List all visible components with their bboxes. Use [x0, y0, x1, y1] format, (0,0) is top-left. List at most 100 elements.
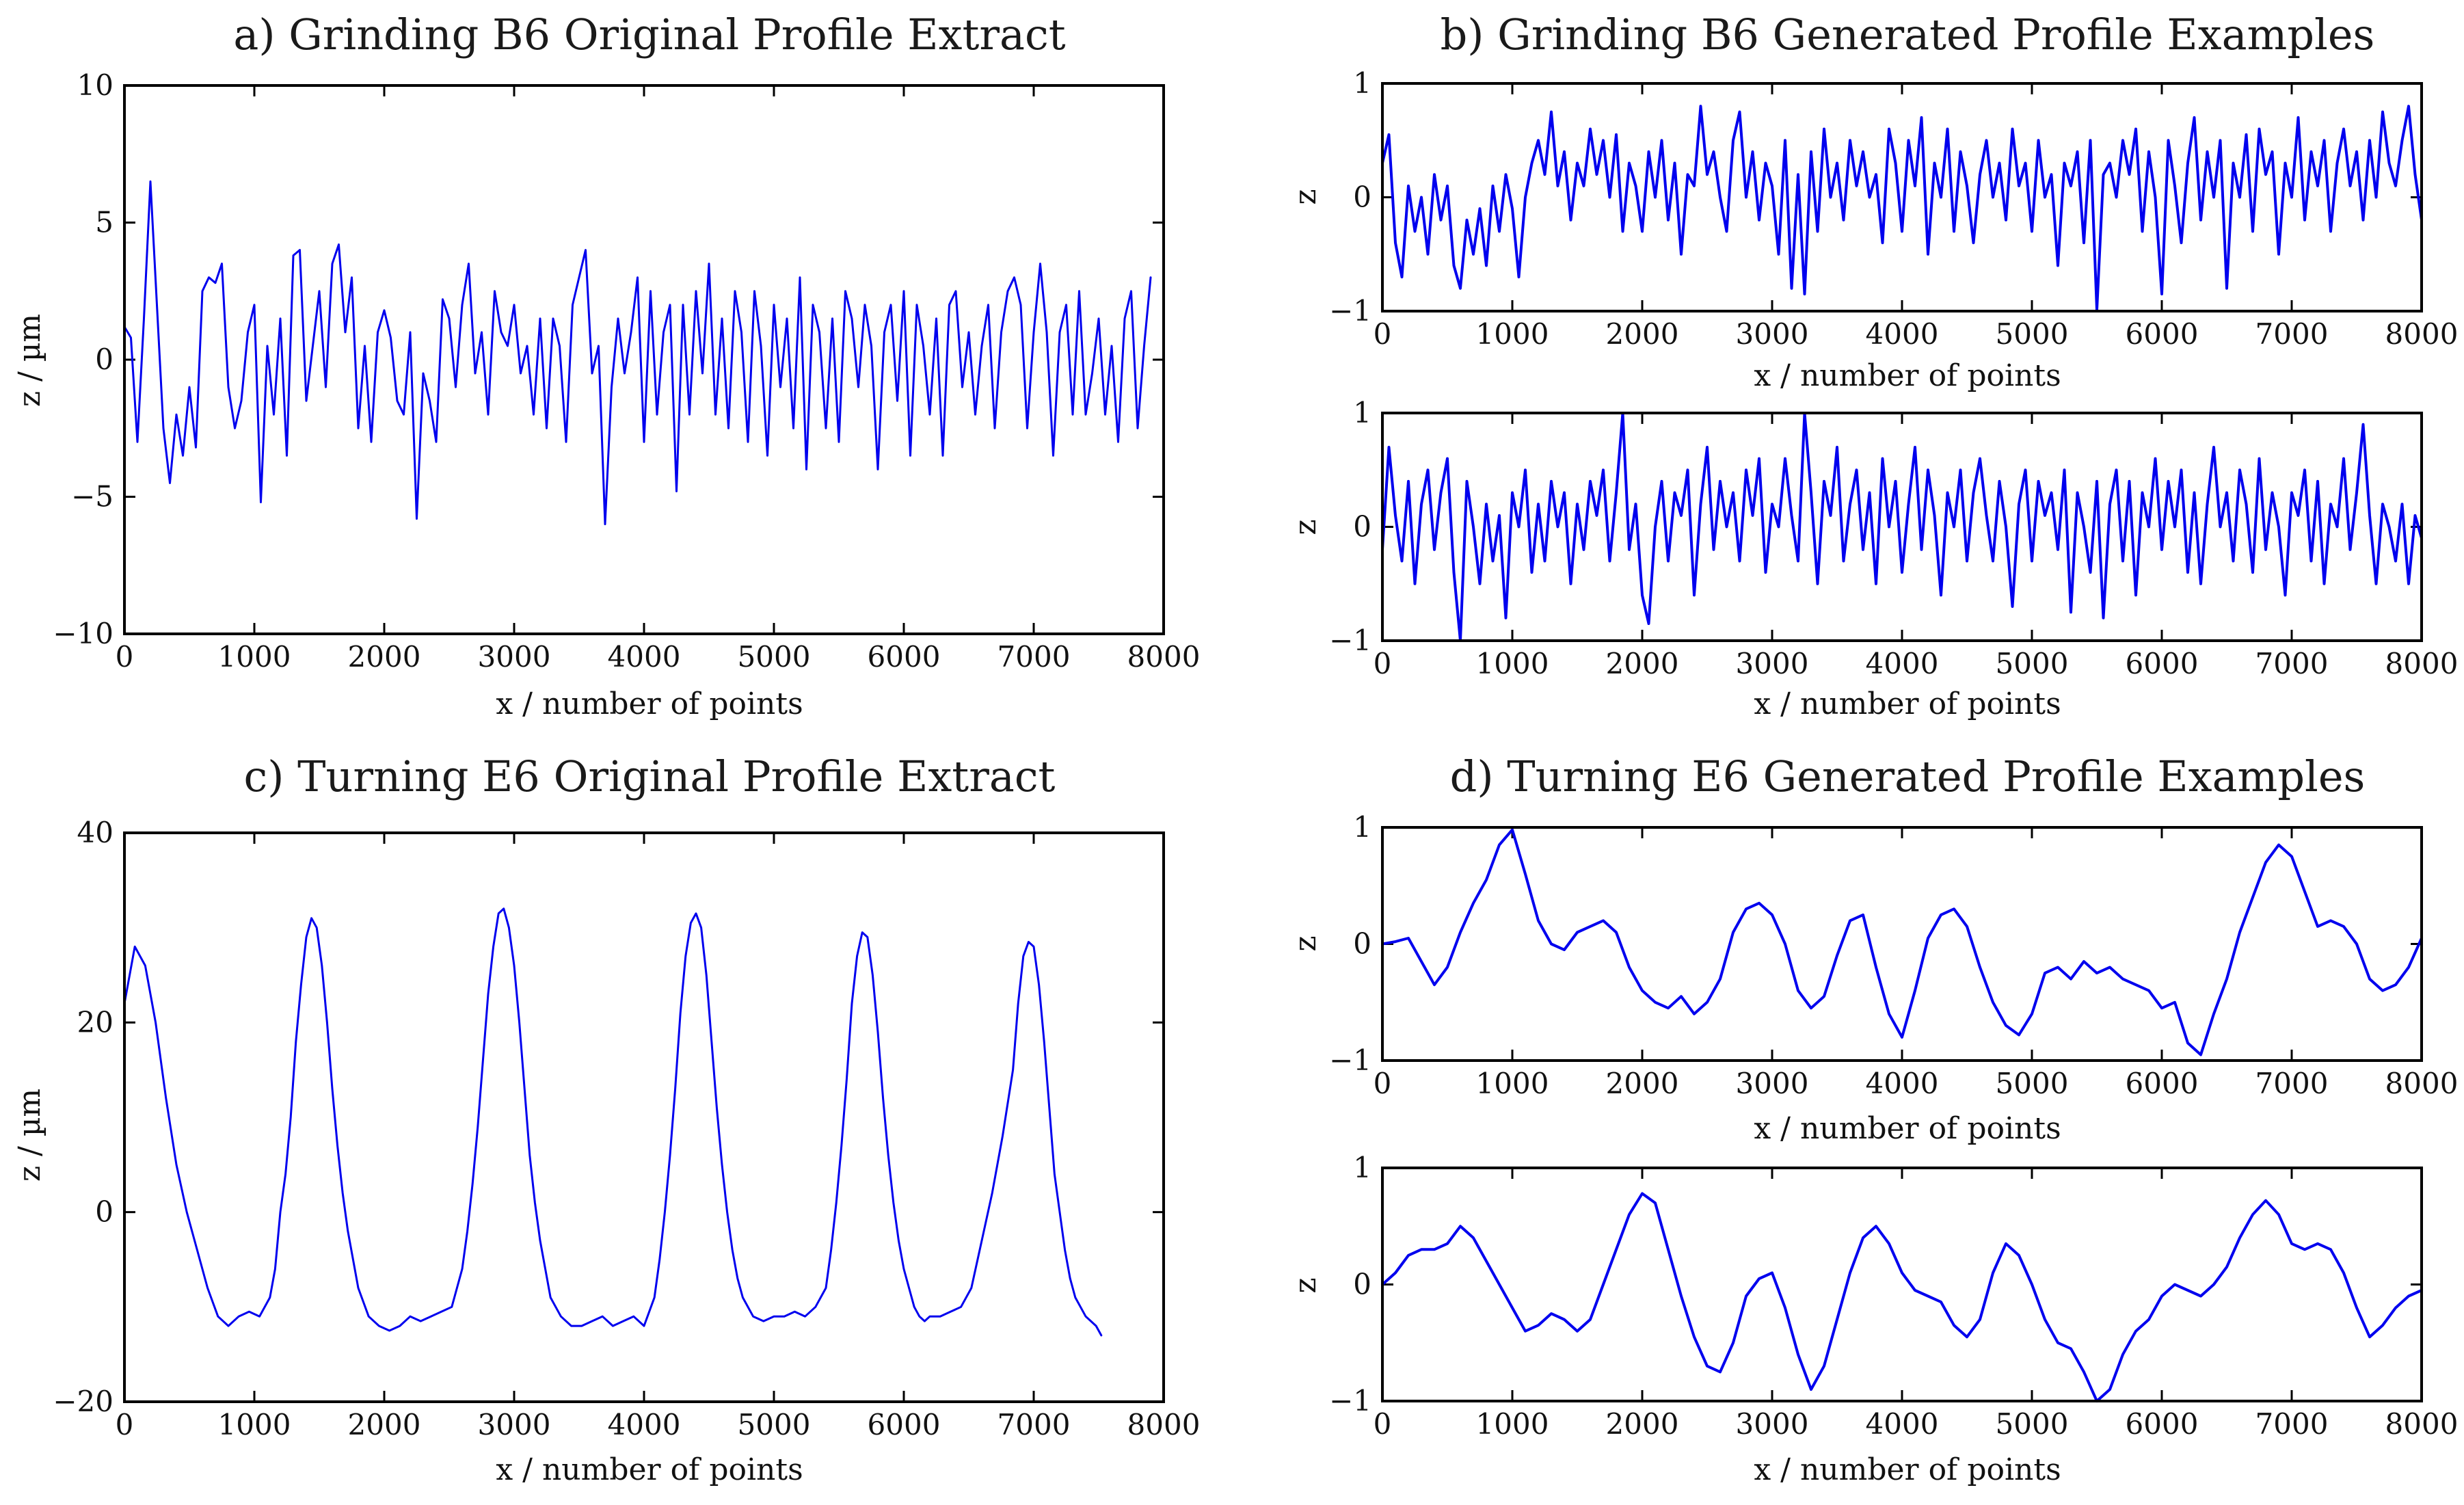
- panel-c-ticks: 0 1000 2000 3000 4000 5000 6000 7000 8000−200204…: [53, 816, 1200, 1441]
- panel-d2-ytick-label: −1: [1329, 1384, 1371, 1417]
- panel-b2-xtick-label: 7000: [2255, 647, 2329, 680]
- panel-d-title: d) Turning E6 Generated Profile Examples: [1450, 751, 2366, 801]
- panel-b1-series-line: [1381, 105, 2423, 312]
- panel-b2-ticks: 0 1000 2000 3000 4000 5000 6000 7000 8000−101: [1329, 396, 2458, 680]
- panel-b1-xtick-label: 2000: [1606, 317, 1679, 351]
- panel-a-title: a) Grinding B6 Original Profile Extract: [233, 10, 1065, 59]
- panel-b2-ytick-label: −1: [1329, 624, 1371, 657]
- panel-a-ytick-label: −10: [53, 617, 113, 650]
- panel-b2-xtick-label: 3000: [1736, 647, 1809, 680]
- panel-d2-ticks: 0 1000 2000 3000 4000 5000 6000 7000 8000−101: [1329, 1151, 2458, 1441]
- panel-d1: d) Turning E6 Generated Profile Examples…: [1288, 751, 2458, 1146]
- panel-d2-ylabel: z: [1288, 1277, 1323, 1293]
- panel-d2-xtick-label: 0: [1374, 1407, 1392, 1441]
- panel-b1-ylabel: z: [1288, 189, 1323, 204]
- panel-a-xtick-label: 8000: [1127, 640, 1201, 674]
- panel-a-xtick-label: 4000: [608, 640, 681, 674]
- panel-d1-ytick-label: 1: [1353, 810, 1371, 844]
- panel-d2-xtick-label: 4000: [1866, 1407, 1939, 1441]
- panel-a-ticks: 0 1000 2000 3000 4000 5000 6000 7000 8000 −10 −5 0 5…: [53, 68, 1200, 674]
- panel-b1-xtick-label: 7000: [2255, 317, 2329, 351]
- panel-d2-xtick-label: 8000: [2385, 1407, 2459, 1441]
- panel-b1-ytick-label: 1: [1353, 66, 1371, 100]
- panel-d1-ylabel: z: [1288, 935, 1323, 951]
- panel-a-xtick-label: 2000: [348, 640, 421, 674]
- panel-a-frame: [123, 84, 1165, 635]
- panel-d1-xtick-label: 1000: [1476, 1067, 1549, 1100]
- panel-c-ytick-label: 40: [77, 816, 113, 849]
- panel-d1-xtick-label: 7000: [2255, 1067, 2329, 1100]
- panel-a-xtick-label: 1000: [218, 640, 291, 674]
- panel-a-ytick-label: 10: [77, 68, 113, 102]
- panel-b2: 0 1000 2000 3000 4000 5000 6000 7000 8000−101 x …: [1288, 396, 2458, 721]
- panel-a-xtick-label: 0: [116, 640, 134, 674]
- panel-c-frame: [123, 831, 1165, 1403]
- panel-b1-xtick-label: 6000: [2126, 317, 2199, 351]
- panel-d2-xtick-label: 1000: [1476, 1407, 1549, 1441]
- panel-d1-xtick-label: 8000: [2385, 1067, 2459, 1100]
- panel-b2-xtick-label: 0: [1374, 647, 1392, 680]
- panel-a-series-line: [123, 180, 1152, 526]
- panel-b2-ylabel: z: [1288, 519, 1323, 535]
- panel-b2-xtick-label: 2000: [1606, 647, 1679, 680]
- panel-c-xlabel: x / number of points: [496, 1452, 803, 1487]
- panel-a-xtick-label: 5000: [738, 640, 811, 674]
- panel-d2-xtick-label: 5000: [1996, 1407, 2069, 1441]
- panel-d1-ytick-label: 0: [1353, 927, 1371, 961]
- panel-b1: b) Grinding B6 Generated Profile Example…: [1288, 10, 2458, 393]
- panel-a-ytick-label: −5: [71, 480, 113, 514]
- panel-a: a) Grinding B6 Original Profile Extract …: [12, 10, 1200, 721]
- panel-b1-xtick-label: 5000: [1996, 317, 2069, 351]
- panel-d1-series-line: [1381, 828, 2423, 1056]
- panel-b1-xtick-label: 3000: [1736, 317, 1809, 351]
- panel-d1-xlabel: x / number of points: [1754, 1111, 2061, 1146]
- panel-d1-frame: [1381, 826, 2423, 1062]
- panel-d2-frame: [1381, 1167, 2423, 1402]
- panel-a-xtick-label: 3000: [478, 640, 551, 674]
- panel-c-ytick-label: −20: [53, 1385, 113, 1418]
- panel-b2-xlabel: x / number of points: [1754, 687, 2061, 721]
- panel-b1-xtick-label: 8000: [2385, 317, 2459, 351]
- panel-c-xtick-label: 0: [116, 1408, 134, 1441]
- panel-a-ytick-label: 5: [95, 206, 113, 239]
- panel-b2-xtick-label: 4000: [1866, 647, 1939, 680]
- panel-d1-xtick-label: 3000: [1736, 1067, 1809, 1100]
- panel-b2-xtick-label: 1000: [1476, 647, 1549, 680]
- panel-b1-ytick-label: 0: [1353, 181, 1371, 214]
- panel-c-ytick-label: 20: [77, 1005, 113, 1039]
- panel-c-xtick-label: 2000: [348, 1408, 421, 1441]
- panel-d1-xtick-label: 4000: [1866, 1067, 1939, 1100]
- panel-d2-xtick-label: 6000: [2126, 1407, 2199, 1441]
- panel-c-xtick-label: 8000: [1127, 1408, 1201, 1441]
- panel-b2-frame: [1381, 412, 2423, 642]
- panel-d2-series-line: [1381, 1192, 2423, 1402]
- panel-b2-ytick-label: 1: [1353, 396, 1371, 429]
- panel-a-ytick-label: 0: [95, 343, 113, 376]
- panel-b1-xlabel: x / number of points: [1754, 358, 2061, 393]
- panel-b2-ytick-label: 0: [1353, 510, 1371, 544]
- panel-d2-xtick-label: 3000: [1736, 1407, 1809, 1441]
- panel-d2-xtick-label: 7000: [2255, 1407, 2329, 1441]
- panel-c-ylabel: z / µm: [12, 1089, 47, 1182]
- panel-b1-xtick-label: 1000: [1476, 317, 1549, 351]
- panel-c-xtick-label: 5000: [738, 1408, 811, 1441]
- panel-d1-xtick-label: 6000: [2126, 1067, 2199, 1100]
- panel-c-xtick-label: 7000: [997, 1408, 1071, 1441]
- panel-c-xtick-label: 6000: [868, 1408, 941, 1441]
- panel-b2-series-line: [1381, 412, 2423, 642]
- panel-b2-xtick-label: 8000: [2385, 647, 2459, 680]
- panel-c-xtick-label: 4000: [608, 1408, 681, 1441]
- panel-d2-ytick-label: 1: [1353, 1151, 1371, 1184]
- panel-b1-xtick-label: 0: [1374, 317, 1392, 351]
- panel-d2: 0 1000 2000 3000 4000 5000 6000 7000 8000−101 x …: [1288, 1151, 2458, 1487]
- panel-b1-ticks: 0 1000 2000 3000 4000 5000 6000 7000 8000−101: [1329, 66, 2458, 351]
- panel-c-xtick-label: 3000: [478, 1408, 551, 1441]
- panel-b2-xtick-label: 6000: [2126, 647, 2199, 680]
- panel-c-series-line: [123, 907, 1103, 1337]
- panel-b1-xtick-label: 4000: [1866, 317, 1939, 351]
- panel-c-xtick-label: 1000: [218, 1408, 291, 1441]
- panel-d2-xtick-label: 2000: [1606, 1407, 1679, 1441]
- panel-c-ytick-label: 0: [95, 1195, 113, 1229]
- panel-d1-xtick-label: 2000: [1606, 1067, 1679, 1100]
